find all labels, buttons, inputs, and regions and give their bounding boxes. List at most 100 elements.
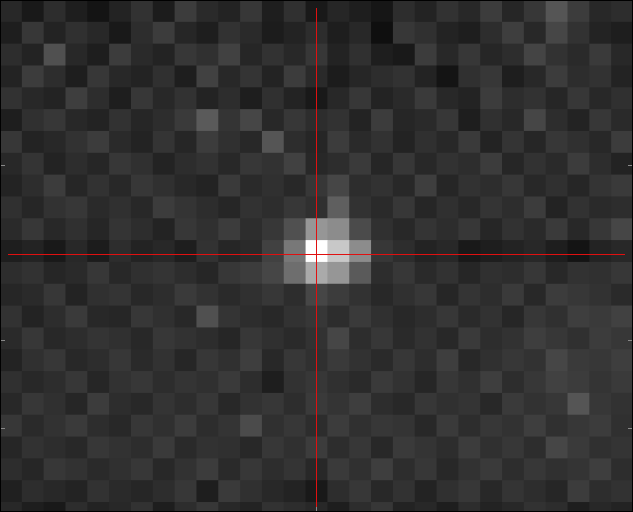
pixel [392,261,416,285]
pixel [109,283,132,307]
pixel [283,414,307,438]
pixel [240,218,263,241]
pixel [371,305,394,328]
pixel [414,196,438,219]
pixel [109,43,132,66]
pixel [43,458,66,481]
pixel [545,458,569,481]
pixel [43,261,66,285]
pixel [240,65,263,88]
pixel [0,87,23,110]
pixel [196,458,219,481]
pixel [611,218,633,241]
pixel [327,502,350,512]
pixel [502,305,525,328]
pixel [65,283,88,307]
pixel [65,21,88,45]
pixel [240,436,263,459]
pixel [283,458,307,481]
pixel [218,109,241,132]
pixel [196,436,219,459]
pixel [392,305,416,328]
pixel [0,65,23,88]
pixel [414,43,438,66]
pixel [240,130,263,154]
pixel [109,436,132,459]
pixel [436,174,459,197]
pixel [436,109,459,132]
pixel [589,436,612,459]
pixel [87,109,110,132]
pixel [327,21,350,45]
pixel [436,240,459,263]
pixel [87,414,110,438]
pixel [480,130,503,154]
pixel [87,458,110,481]
pixel [43,305,66,328]
pixel [21,502,45,512]
pixel [65,43,88,66]
pixel [0,109,23,132]
pixel [545,174,569,197]
pixel [349,174,372,197]
pixel [392,458,416,481]
pixel [371,436,394,459]
pixel [196,305,219,328]
pixel [196,218,219,241]
pixel [458,436,481,459]
pixel [196,327,219,350]
pixel [567,502,590,512]
pixel [65,0,88,23]
pixel [261,283,285,307]
pixel [589,21,612,45]
pixel [261,196,285,219]
pixel [21,152,45,176]
pixel [196,480,219,503]
pixel [152,261,176,285]
pixel [109,480,132,503]
pixel [261,130,285,154]
pixel [43,21,66,45]
pixel [502,414,525,438]
pixel [371,152,394,176]
pixel [0,174,23,197]
pixel [21,130,45,154]
pixel [218,87,241,110]
pixel [174,371,197,394]
pixel [545,109,569,132]
pixel [436,65,459,88]
pixel [371,0,394,23]
pixel [21,480,45,503]
pixel [436,480,459,503]
pixel [371,43,394,66]
pixel [545,305,569,328]
pixel [283,0,307,23]
pixel [283,349,307,372]
pixel [218,305,241,328]
pixel [152,130,176,154]
pixel [589,130,612,154]
pixel [240,196,263,219]
pixel [43,480,66,503]
pixel [523,502,547,512]
pixel [392,21,416,45]
pixel [414,458,438,481]
pixel [261,109,285,132]
pixel [174,109,197,132]
pixel [174,283,197,307]
pixel [130,43,154,66]
pixel [327,130,350,154]
pixel [589,371,612,394]
pixel [502,240,525,263]
pixel [611,371,633,394]
pixel [109,349,132,372]
pixel [261,240,285,263]
pixel [109,240,132,263]
pixel [87,240,110,263]
pixel [283,65,307,88]
pixel [436,196,459,219]
pixel [327,305,350,328]
pixel [43,87,66,110]
pixel [392,43,416,66]
pixel [371,327,394,350]
